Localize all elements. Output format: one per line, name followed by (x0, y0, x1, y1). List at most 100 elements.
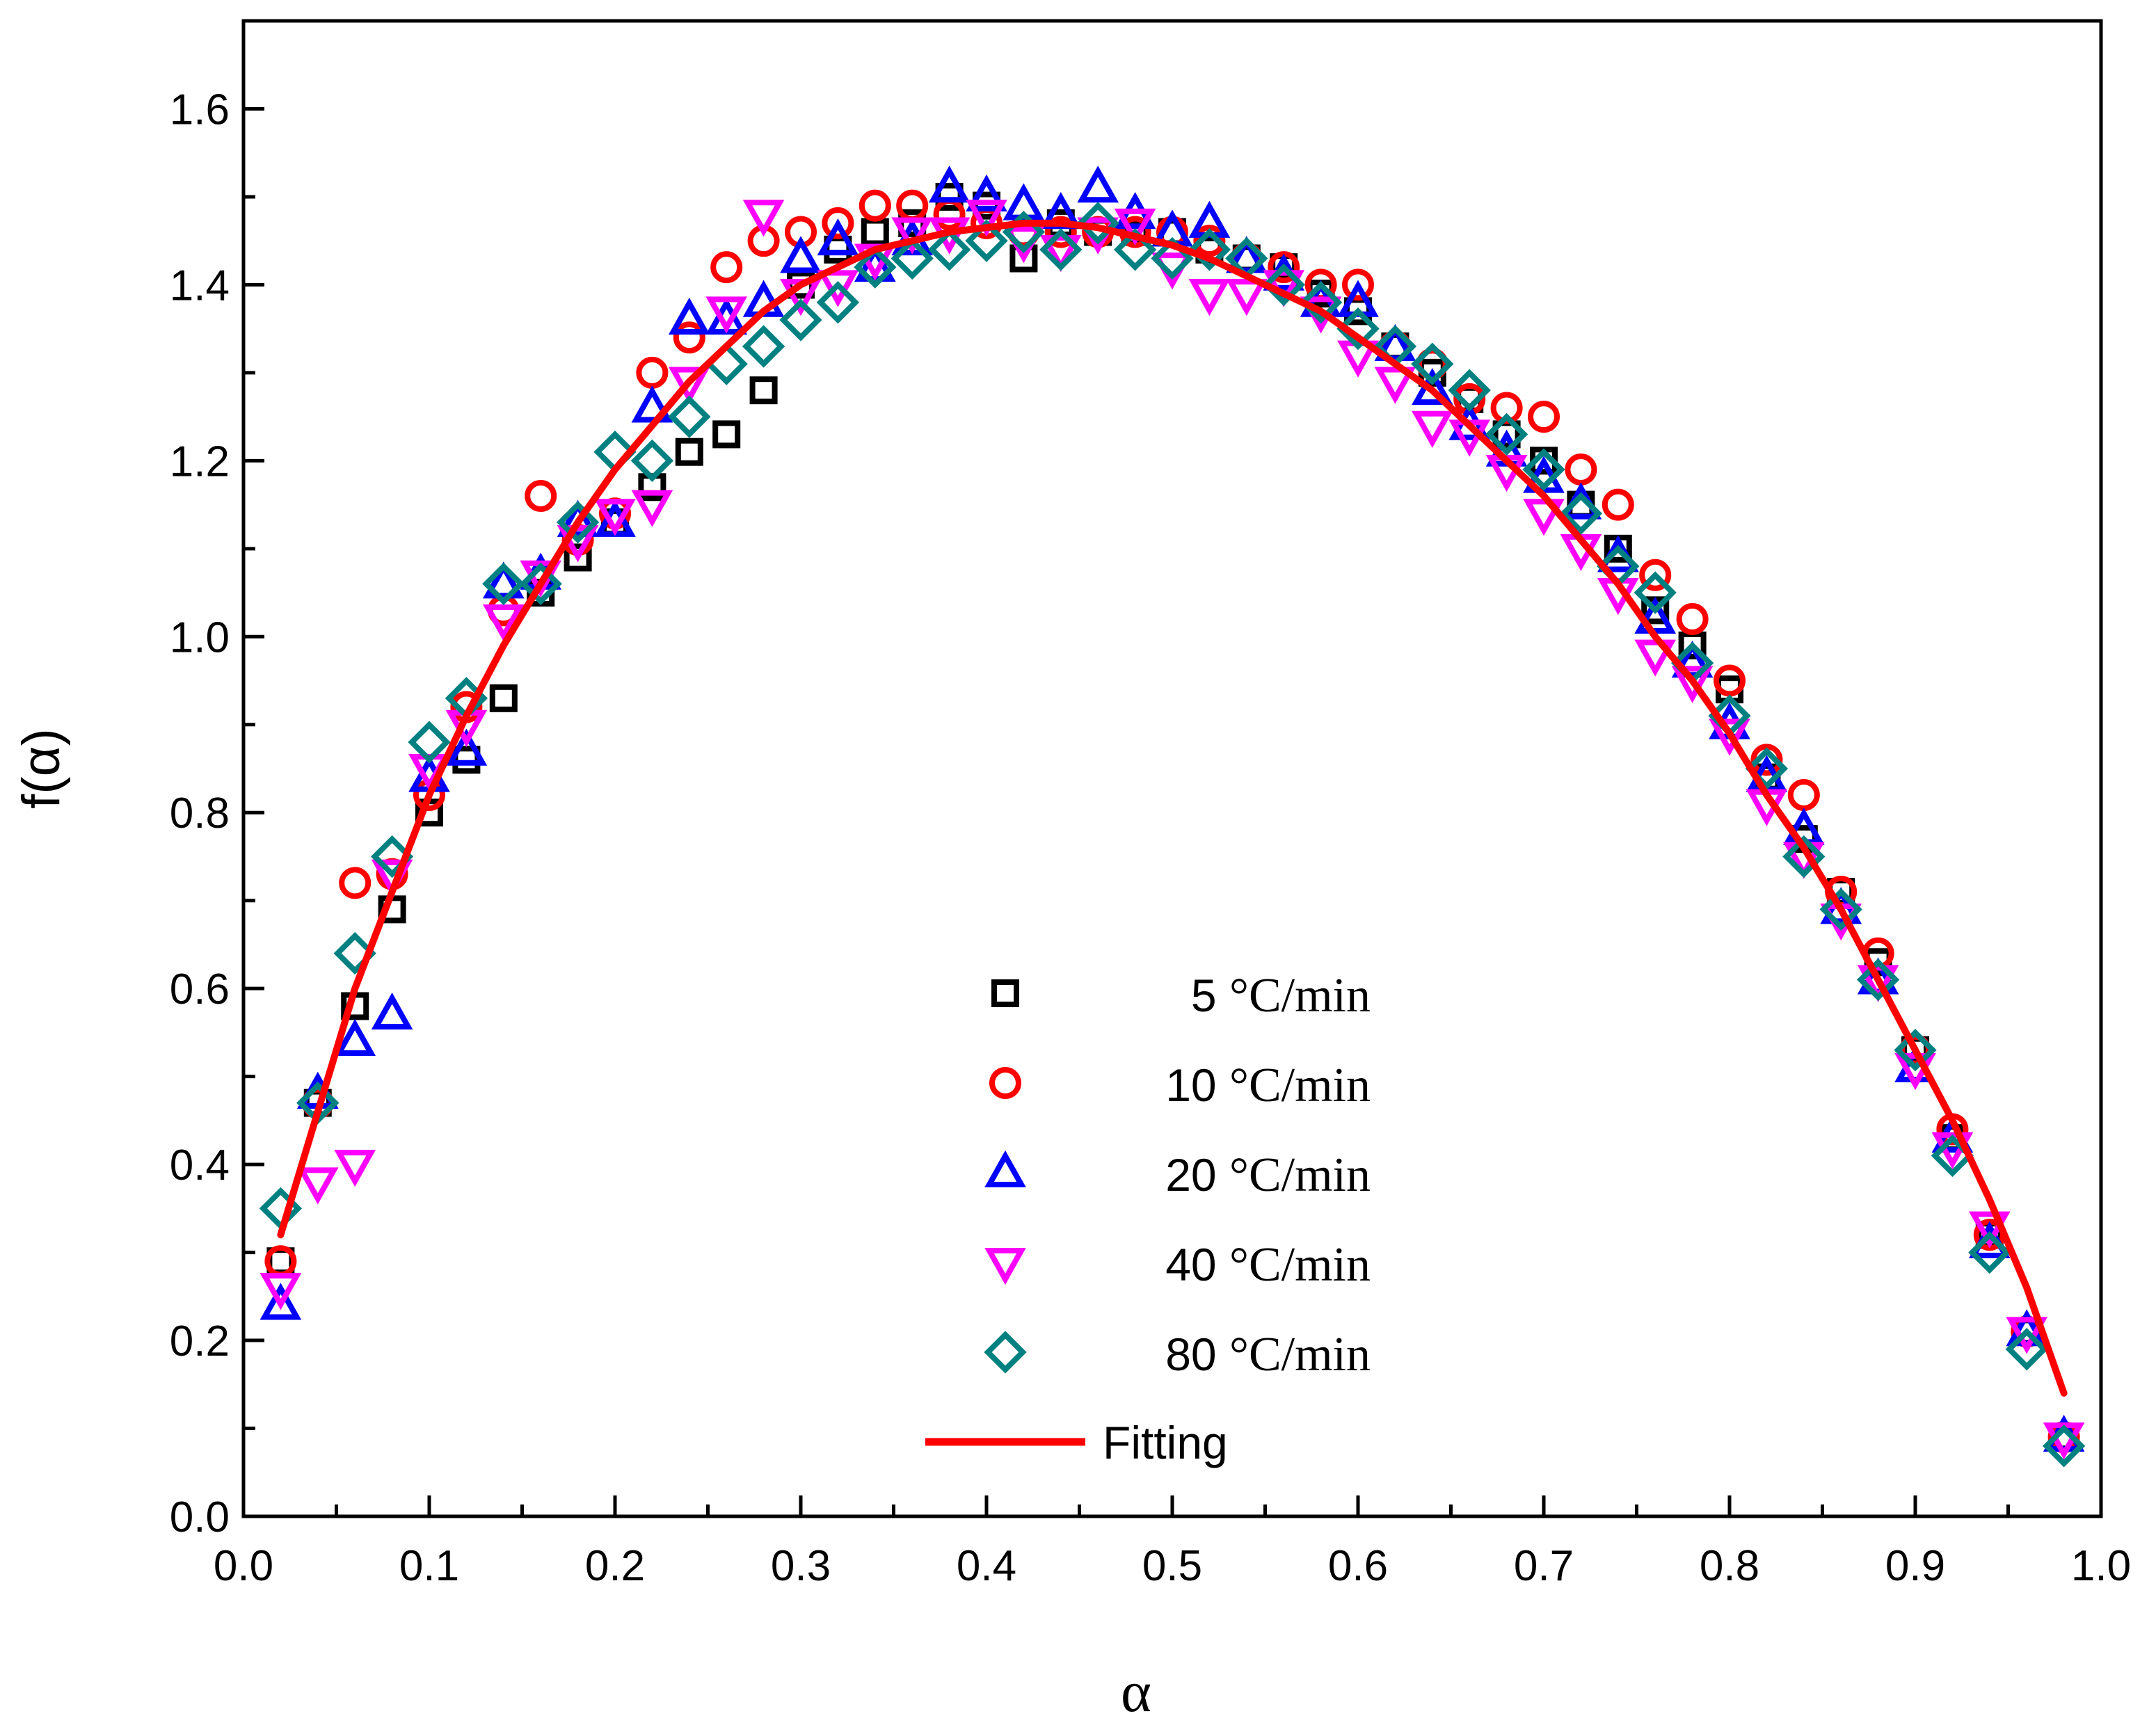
data-point (630, 439, 674, 483)
legend-label-number: 5 (1191, 970, 1217, 1021)
data-point (712, 420, 741, 449)
data-point (1894, 1029, 1937, 1072)
data-point (1968, 1230, 2011, 1274)
legend-label-number: 40 (1165, 1239, 1216, 1290)
data-point (445, 728, 488, 766)
x-tick-label: 0.1 (399, 1542, 459, 1590)
legend-label-space (1217, 1239, 1229, 1290)
y-tick-label: 0.8 (170, 789, 230, 837)
data-point (1490, 392, 1523, 424)
data-point (1523, 499, 1565, 536)
data-point (668, 297, 710, 335)
data-point (1528, 401, 1560, 433)
data-point (854, 246, 897, 289)
legend-label-number: 10 (1165, 1059, 1216, 1111)
legend-label-space (1217, 1329, 1229, 1380)
x-tick-label: 0.3 (771, 1542, 831, 1590)
data-point (1188, 279, 1231, 316)
y-tick-label: 1.6 (170, 86, 230, 134)
data-point (966, 174, 1007, 211)
data-point (1299, 281, 1343, 324)
data-point (339, 867, 372, 899)
legend-label-unit: °C/min (1229, 1148, 1371, 1202)
data-point (1114, 208, 1156, 246)
legend-label-unit: °C/min (1229, 1328, 1371, 1381)
data-point (673, 321, 705, 354)
x-tick-label: 0.7 (1514, 1542, 1574, 1590)
x-tick-label: 0.0 (214, 1542, 273, 1590)
x-tick-label: 1.0 (2071, 1542, 2131, 1590)
data-point (333, 931, 376, 975)
data-point (1225, 236, 1268, 273)
data-point (1745, 747, 1789, 790)
legend-item: 20 °C/min (984, 1148, 1371, 1202)
legend-item: 10 °C/min (989, 1059, 1371, 1112)
legend-label-fitting: Fitting (1103, 1417, 1228, 1468)
legend-item-fitting: Fitting (925, 1417, 1228, 1468)
x-tick-label: 0.2 (585, 1542, 645, 1590)
data-point (1485, 412, 1528, 456)
data-point (780, 236, 822, 273)
data-point (525, 479, 557, 512)
legend-label-unit: °C/min (1229, 1238, 1371, 1292)
x-tick-label: 0.9 (1885, 1542, 1945, 1590)
data-point (1193, 225, 1226, 257)
x-axis-title: α (1121, 1660, 1151, 1724)
legend-label: 10 °C/min (1165, 1059, 1371, 1112)
data-point (749, 376, 778, 405)
x-tick-label: 0.6 (1328, 1542, 1388, 1590)
data-point (1857, 965, 1899, 1002)
data-point (1639, 559, 1672, 591)
data-point (1113, 228, 1157, 271)
data-point (1411, 410, 1453, 448)
data-point (779, 298, 822, 342)
data-point (742, 325, 785, 368)
y-tick-label: 1.2 (170, 438, 230, 486)
data-point (594, 499, 636, 536)
data-point (1714, 664, 1746, 697)
legend-marker-diamond (984, 1331, 1027, 1374)
legend-label-space (1217, 1059, 1229, 1111)
data-point (705, 296, 748, 334)
data-point (2042, 1425, 2086, 1468)
legend-label-unit: °C/min (1229, 969, 1371, 1022)
data-point (1039, 234, 1082, 272)
data-point (1750, 744, 1783, 776)
legend-marker-triangle-down (984, 1248, 1026, 1285)
data-point (1671, 666, 1714, 703)
data-point (1559, 492, 1603, 535)
y-axis-title: f(α) (12, 728, 71, 809)
data-point (1634, 639, 1677, 677)
data-point (1856, 958, 1900, 1002)
y-tick-label: 0.0 (170, 1493, 230, 1541)
data-point (891, 236, 934, 280)
data-point (557, 499, 599, 537)
data-point (1039, 228, 1083, 271)
data-point (859, 189, 891, 222)
data-point (1044, 216, 1077, 248)
data-point (817, 270, 859, 307)
x-tick-label: 0.5 (1142, 1542, 1202, 1590)
axes: 0.0 0.1 0.2 0.3 0.4 0.5 0.6 0.7 0.8 0.9 1.0 0.0 0.2 0… (170, 86, 2131, 1590)
data-point (1076, 202, 1119, 245)
y-tick-label: 1.0 (170, 613, 230, 661)
data-point (1522, 448, 1565, 491)
x-tick-label: 0.8 (1700, 1542, 1759, 1590)
data-point (816, 281, 860, 324)
legend-label: 40 °C/min (1165, 1238, 1371, 1292)
data-point (259, 1283, 302, 1320)
data-point (564, 543, 592, 572)
data-point (927, 228, 971, 271)
legend-marker-triangle-up (984, 1150, 1026, 1187)
plot-marks (259, 166, 2086, 1468)
data-point (1077, 166, 1119, 203)
data-point (817, 218, 859, 256)
data-point (1819, 888, 1862, 931)
data-point (1671, 641, 1714, 678)
legend-marker-circle (989, 1067, 1021, 1099)
data-point (1602, 488, 1634, 521)
legend-item: 40 °C/min (984, 1238, 1371, 1292)
data-point (489, 684, 518, 712)
data-point (1634, 571, 1677, 614)
